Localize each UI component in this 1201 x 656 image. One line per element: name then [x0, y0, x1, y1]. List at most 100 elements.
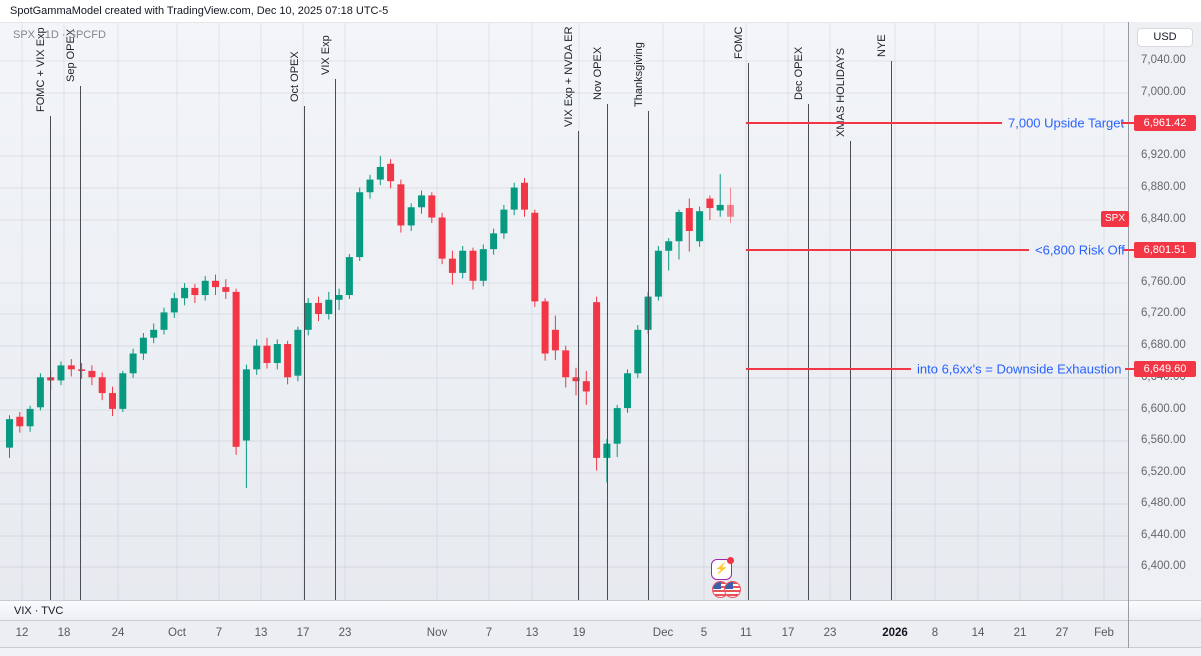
price-axis-tick: 6,640.00: [1141, 371, 1186, 383]
time-axis-tick: 7: [485, 627, 493, 639]
event-marker-line: [304, 106, 305, 600]
price-axis-tick: 6,520.00: [1141, 466, 1186, 478]
event-marker-line: [748, 63, 749, 600]
price-axis-tick: 6,560.00: [1141, 434, 1186, 446]
candle-body: [253, 345, 261, 370]
time-axis[interactable]: 12 18 24 Oct 7 13 17 23 Nov 7 13 19 Dec 5 11 17 23 2026 8 1…: [0, 621, 1201, 648]
time-axis-tick: 13: [254, 627, 268, 639]
currency-toggle-button[interactable]: USD: [1137, 28, 1193, 47]
time-axis-tick: 5: [700, 627, 708, 639]
event-marker-line: [335, 79, 336, 600]
candle-body: [242, 369, 250, 441]
time-axis-tick: 11: [740, 627, 752, 639]
event-marker-label[interactable]: NYE: [876, 34, 888, 57]
candle-body: [531, 212, 539, 302]
candle-body: [335, 295, 343, 300]
candle-body: [469, 250, 477, 281]
event-marker-label[interactable]: Thanksgiving: [633, 42, 645, 107]
price-axis-tick: 6,440.00: [1141, 529, 1186, 541]
us-flags-event-icon[interactable]: [712, 581, 744, 598]
candle-body: [16, 416, 24, 427]
candle-body: [510, 187, 518, 210]
time-axis-tick: 23: [823, 627, 837, 639]
candle-body: [696, 211, 704, 242]
event-marker-label[interactable]: XMAS HOLIDAYS: [835, 47, 847, 137]
candle-body: [160, 312, 168, 330]
event-marker-label[interactable]: FOMC: [733, 26, 745, 59]
vix-pane-header: VIX · TVC: [0, 600, 1201, 621]
candle-body: [541, 301, 549, 354]
candle-body: [212, 280, 219, 288]
price-axis-tick: 6,760.00: [1141, 276, 1186, 288]
candle-body: [232, 291, 240, 447]
flash-glyph: ⚡: [714, 563, 729, 575]
candle-body: [706, 198, 714, 209]
price-axis[interactable]: USD 7,040.00 7,000.00 6,920.00 6,880.00 6,84…: [1128, 22, 1201, 600]
candle-body: [438, 217, 446, 259]
candle-body: [727, 204, 734, 217]
candle-body: [150, 329, 158, 338]
chart-canvas[interactable]: SPX · 1D · SPCFD FOMC + VIX Exp Sep OPEX O…: [0, 22, 1128, 600]
event-marker-label[interactable]: VIX Exp: [320, 35, 332, 75]
event-marker-line: [648, 111, 649, 600]
candle-body: [284, 344, 292, 378]
candle-body: [376, 166, 384, 180]
event-marker-label[interactable]: Dec OPEX: [793, 46, 805, 100]
candle-body: [98, 377, 106, 394]
spx-price-badge: SPX: [1101, 211, 1129, 227]
time-axis-tick: 17: [781, 627, 795, 639]
candle-body: [675, 212, 683, 242]
candle-body: [109, 393, 116, 409]
candle-body: [448, 258, 456, 273]
time-axis-tick: 19: [572, 627, 586, 639]
candle-body: [428, 195, 436, 218]
event-marker-label[interactable]: Nov OPEX: [592, 46, 604, 100]
candle-body: [572, 377, 580, 382]
candle-body: [613, 408, 621, 444]
us-flag-circle: [724, 581, 741, 598]
price-axis-tick: 7,040.00: [1141, 54, 1186, 66]
time-axis-tick: Feb: [1094, 627, 1114, 639]
event-marker-label[interactable]: VIX Exp + NVDA ER: [563, 26, 575, 127]
candle-body: [665, 241, 673, 251]
candle-body: [181, 287, 189, 299]
candle-body: [273, 344, 281, 364]
candle-body: [562, 350, 570, 378]
time-axis-tick: Dec: [652, 627, 674, 639]
candle-body: [654, 250, 662, 297]
price-axis-tick: 6,680.00: [1141, 339, 1186, 351]
level-annotation-text[interactable]: into 6,6xx's = Downside Exhaustion: [917, 361, 1122, 377]
candle-body: [634, 329, 642, 374]
candle-body: [222, 287, 230, 292]
time-axis-tick: 14: [971, 627, 985, 639]
time-axis-tick: 7: [215, 627, 223, 639]
candle-body: [201, 280, 209, 296]
candle-body: [119, 373, 127, 409]
event-marker-line: [80, 86, 81, 600]
candle-body: [57, 365, 65, 381]
candle-body: [78, 369, 86, 371]
event-marker-line: [50, 116, 51, 600]
candlestick-chart[interactable]: [0, 23, 1128, 600]
candle-body: [603, 443, 611, 458]
candle-body: [191, 287, 199, 296]
time-axis-tick: 27: [1055, 627, 1069, 639]
level-annotation-text[interactable]: 7,000 Upside Target: [1008, 115, 1125, 131]
vix-pane-label[interactable]: VIX · TVC: [14, 605, 64, 617]
axis-border: [1128, 600, 1129, 648]
lightning-event-icon[interactable]: ⚡: [711, 557, 734, 580]
price-axis-tick: 6,720.00: [1141, 307, 1186, 319]
candle-body: [407, 207, 415, 226]
event-marker-label[interactable]: Oct OPEX: [289, 51, 301, 102]
time-axis-tick: 24: [111, 627, 125, 639]
time-axis-tick: 8: [931, 627, 939, 639]
candle-body: [624, 373, 631, 409]
time-axis-tick: 13: [525, 627, 539, 639]
event-marker-line: [850, 141, 851, 600]
candle-body: [418, 195, 425, 208]
level-annotation-text[interactable]: <6,800 Risk Off: [1035, 242, 1125, 258]
screenshot-title: SpotGammaModel created with TradingView.…: [0, 0, 1201, 22]
candle-body: [170, 298, 178, 313]
symbol-legend[interactable]: SPX · 1D · SPCFD: [13, 29, 106, 41]
candle-body: [397, 184, 405, 226]
